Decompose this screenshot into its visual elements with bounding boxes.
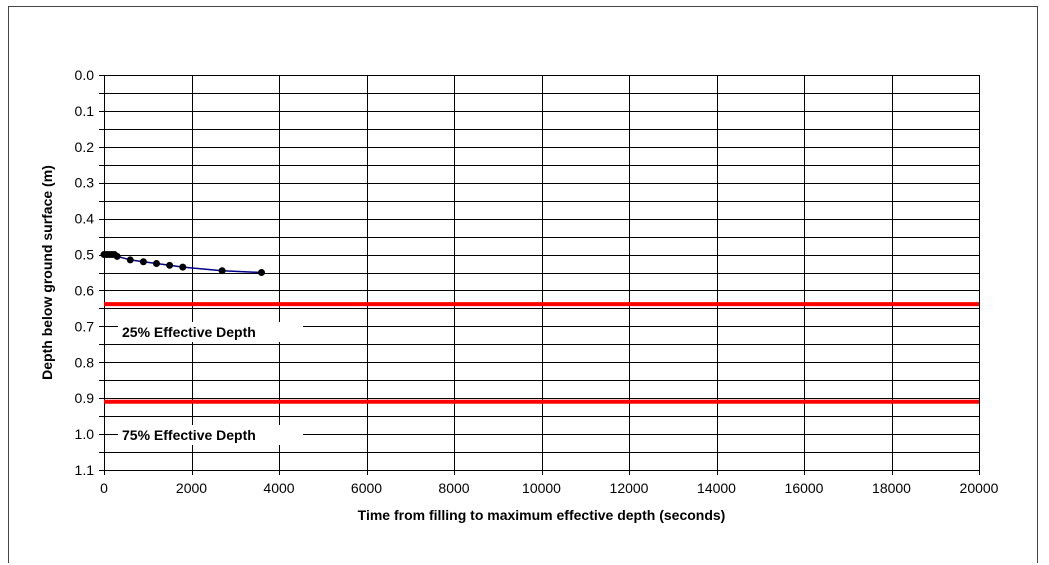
reference-lines [104, 302, 979, 404]
data-point [153, 260, 160, 268]
data-point [126, 256, 134, 264]
annotation-background [118, 322, 303, 342]
y-tick-label: 0.9 [75, 390, 95, 406]
y-tick-label: 1.0 [75, 426, 95, 442]
y-tick-label: 0.7 [75, 318, 95, 334]
x-tick-label: 18000 [872, 480, 911, 496]
data-point [113, 252, 121, 260]
data-point [218, 267, 226, 275]
data-point [179, 263, 187, 271]
tick-labels: 0.0 0.1 0.2 0.3 0.4 0.5 0.6 0.7 0.8 0.9 1.0 1.1 0 200… [75, 67, 999, 496]
y-tick-label: 0.8 [75, 354, 95, 370]
x-tick-label: 20000 [960, 480, 999, 496]
y-tick-label: 0.4 [75, 211, 95, 227]
annotations: 25% Effective Depth 75% Effective Depth [104, 322, 370, 445]
y-tick-label: 0.6 [75, 282, 95, 298]
annotation-background [118, 425, 303, 445]
data-point [258, 269, 265, 276]
data-point [139, 258, 147, 266]
x-tick-label: 6000 [351, 480, 382, 496]
y-tick-label: 0.3 [75, 175, 95, 191]
chart-frame [8, 6, 1038, 563]
data-series [100, 251, 265, 276]
y-tick-label: 0.0 [75, 67, 95, 83]
x-tick-label: 2000 [176, 480, 207, 496]
x-tick-label: 0 [100, 480, 108, 496]
x-tick-label: 16000 [785, 480, 824, 496]
x-tick-label: 10000 [522, 480, 561, 496]
grid [99, 75, 980, 475]
y-tick-label: 1.1 [75, 462, 95, 478]
x-tick-label: 8000 [438, 480, 469, 496]
x-tick-label: 12000 [610, 480, 649, 496]
plot-area-border [104, 75, 980, 471]
y-tick-label: 0.5 [75, 247, 95, 263]
x-axis-title: Time from filling to maximum effective d… [358, 507, 726, 523]
x-tick-label: 14000 [697, 480, 736, 496]
reference-line-label: 25% Effective Depth [122, 324, 256, 340]
y-tick-label: 0.1 [75, 103, 95, 119]
y-axis-title: Depth below ground surface (m) [39, 165, 55, 380]
data-point [166, 261, 174, 269]
y-tick-label: 0.2 [75, 139, 95, 155]
x-tick-label: 4000 [263, 480, 294, 496]
reference-line-label: 75% Effective Depth [122, 427, 256, 443]
